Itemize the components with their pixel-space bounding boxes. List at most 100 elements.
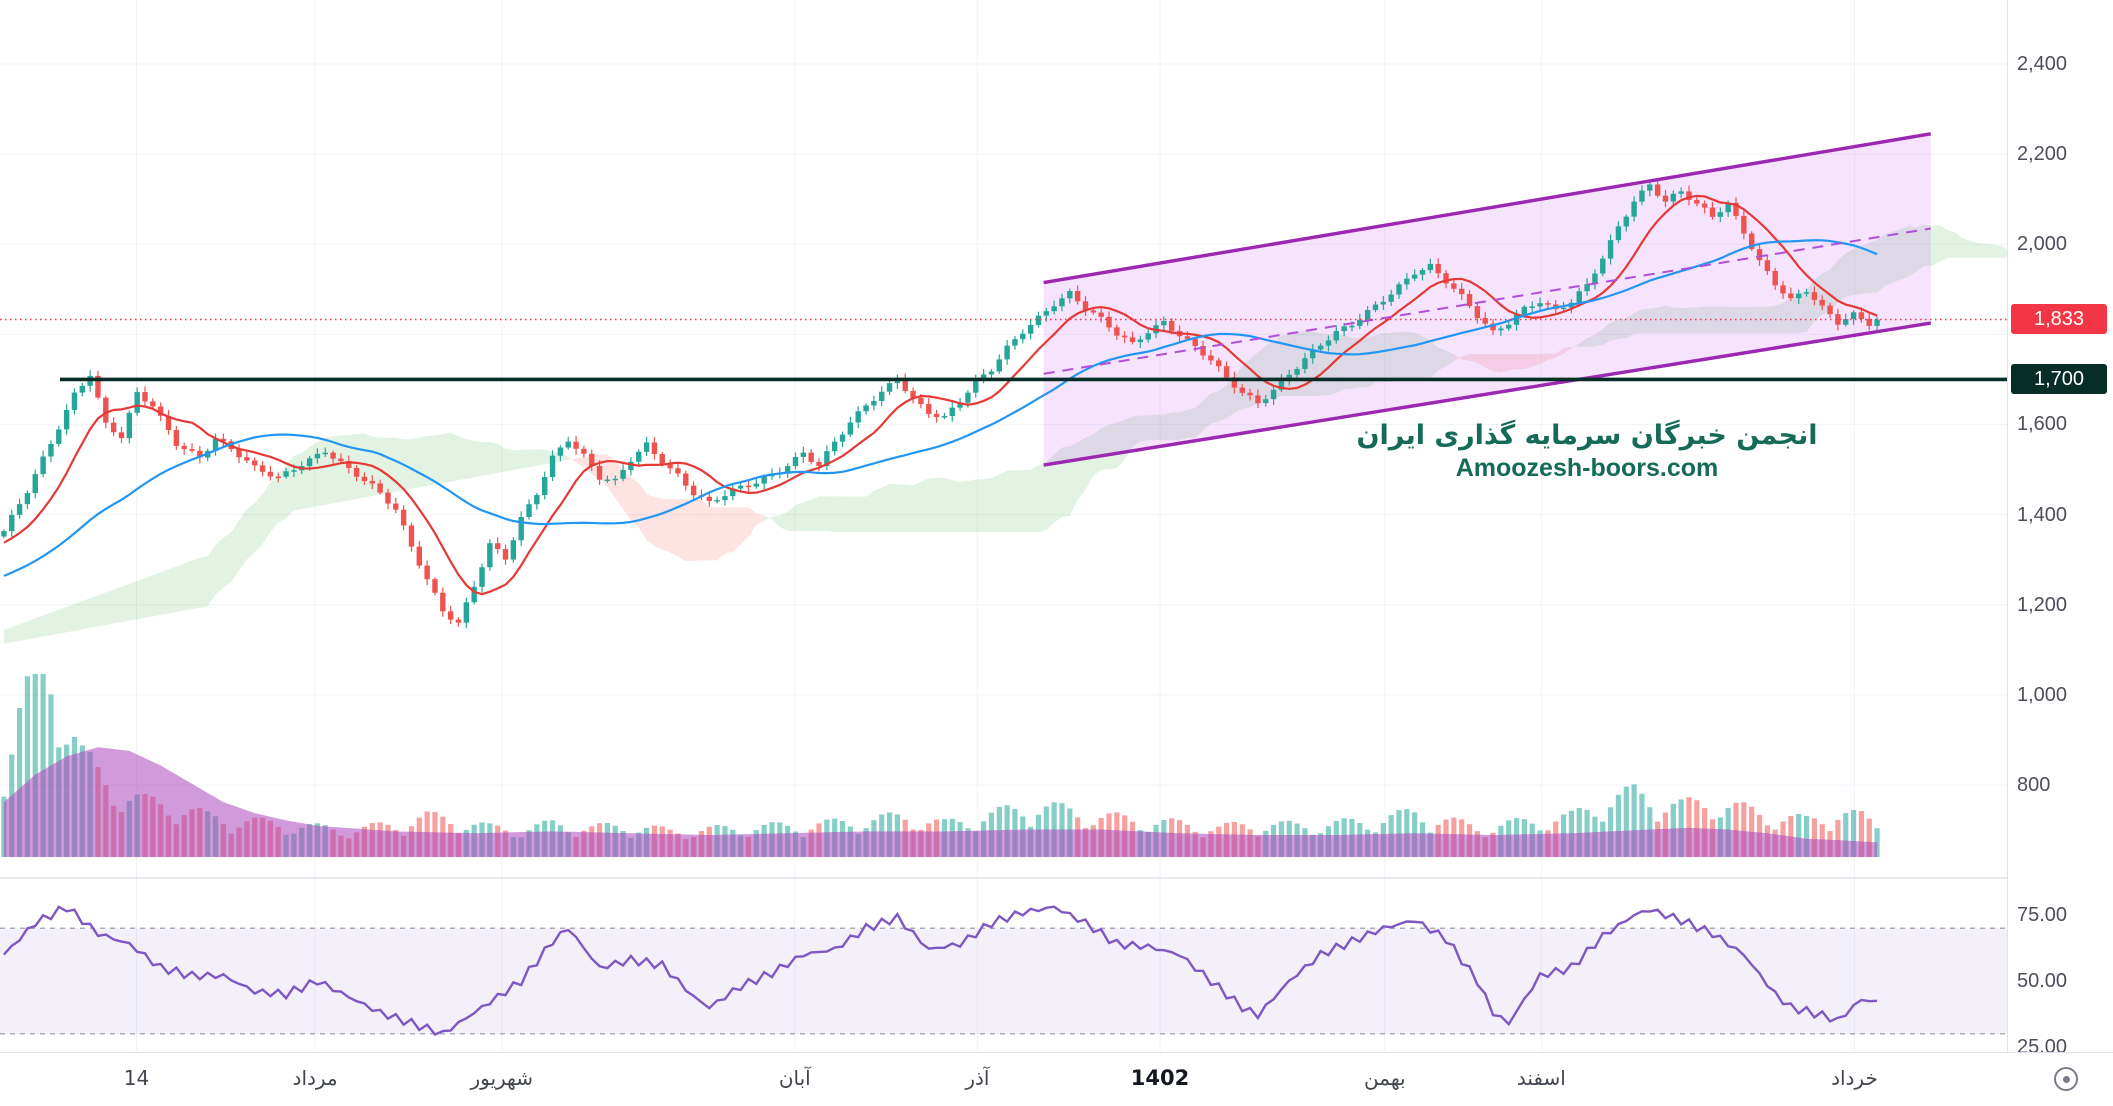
price-axis[interactable]: 1,833 1,700 2,400 2,200 2,000 1,600 1,400 1,2… [2007, 0, 2113, 1058]
ichimoku-cloud [1532, 354, 1541, 367]
candle-body [165, 415, 172, 431]
ichimoku-cloud [936, 477, 945, 533]
price-tick-label: 2,000 [2017, 233, 2068, 256]
candle-body [589, 453, 595, 467]
candle-body [831, 441, 838, 452]
channel-bottom-line [1043, 321, 1932, 467]
candle-body [1537, 303, 1543, 307]
ichimoku-cloud [881, 483, 890, 533]
ichimoku-cloud [1493, 354, 1501, 373]
ichimoku-cloud [1704, 306, 1713, 334]
candle-body [63, 409, 70, 430]
time-axis[interactable]: 14 مرداد شهریور آبان آذر 1402 بهمن اسفند خرداد [0, 1052, 2113, 1106]
candle-body [1302, 358, 1308, 370]
candle-body [283, 471, 289, 477]
ichimoku-cloud [1681, 307, 1689, 334]
candle-body [753, 483, 760, 487]
candle-body [1317, 345, 1324, 350]
candle-body [244, 457, 250, 461]
ichimoku-cloud [1626, 312, 1635, 339]
time-axis-label: بهمن [1364, 1066, 1406, 1090]
ichimoku-cloud [1061, 446, 1070, 518]
candle-body [1600, 258, 1606, 274]
ichimoku-cloud [1116, 420, 1125, 469]
candle-body [1012, 339, 1018, 346]
candle-body [1208, 355, 1214, 361]
ichimoku-cloud [1446, 350, 1454, 367]
candle-body [1435, 263, 1441, 274]
ichimoku-cloud [999, 470, 1008, 533]
ichimoku-cloud [1477, 354, 1486, 368]
volume-bar [1850, 809, 1857, 857]
candle-body [1545, 303, 1551, 305]
candle-body [157, 406, 164, 416]
ichimoku-cloud [1728, 306, 1737, 334]
ichimoku-cloud [795, 502, 804, 531]
candle-body [1803, 292, 1810, 294]
candle-body [933, 413, 940, 417]
candle-body [620, 470, 626, 479]
ichimoku-cloud [1516, 354, 1525, 370]
candle-body [1349, 325, 1355, 328]
candle-body [416, 546, 423, 566]
candle-body [471, 586, 477, 603]
candle-body [447, 611, 454, 620]
candle-body [965, 392, 971, 403]
ichimoku-cloud [764, 515, 772, 521]
ichimoku-cloud [1908, 225, 1917, 277]
ichimoku-cloud [811, 496, 820, 531]
candle-body [71, 392, 78, 410]
ichimoku-cloud [113, 586, 122, 624]
ichimoku-cloud [1665, 305, 1674, 334]
ichimoku-cloud [27, 618, 36, 640]
ichimoku-cloud [58, 606, 67, 634]
ichimoku-cloud [1798, 290, 1807, 334]
ichimoku-cloud [411, 437, 420, 489]
candle-body [502, 549, 509, 560]
volume-bar [1866, 818, 1872, 857]
candle-body [1333, 331, 1339, 341]
ichimoku-cloud [803, 499, 812, 531]
ichimoku-cloud [1030, 465, 1039, 533]
candle-body [1654, 184, 1661, 196]
volume-bar [1835, 819, 1841, 857]
ichimoku-cloud [623, 469, 631, 521]
candle-body [651, 442, 658, 454]
ichimoku-cloud [1540, 353, 1548, 364]
candle-body [526, 504, 532, 518]
ichimoku-cloud [1375, 333, 1384, 383]
candle-body [1129, 337, 1136, 343]
candle-body [581, 448, 587, 454]
ichimoku-cloud [489, 442, 498, 475]
candle-body [212, 438, 219, 451]
ichimoku-cloud [967, 479, 976, 533]
candle-body [16, 504, 23, 515]
ichimoku-cloud [192, 557, 200, 610]
candle-body [463, 602, 470, 623]
candle-body [306, 458, 313, 467]
ichimoku-cloud [991, 474, 1000, 533]
candle-body [894, 379, 901, 384]
ichimoku-cloud [1861, 242, 1870, 294]
ichimoku-cloud [1892, 229, 1901, 283]
candle-body [1388, 294, 1394, 302]
price-pane[interactable] [0, 0, 2007, 879]
ichimoku-cloud [184, 560, 193, 611]
ichimoku-cloud [701, 499, 710, 561]
candle-body [189, 449, 195, 451]
rsi-pane[interactable] [0, 879, 2007, 1052]
candle-body [1717, 212, 1724, 217]
ichimoku-cloud [1038, 462, 1047, 533]
ichimoku-cloud [254, 494, 263, 553]
ichimoku-cloud [873, 487, 882, 533]
ichimoku-cloud [1132, 415, 1141, 447]
candle-body [1521, 306, 1528, 315]
ichimoku-cloud [278, 465, 287, 523]
ichimoku-cloud [497, 443, 506, 473]
candle-body [1796, 293, 1802, 299]
candle-body [1216, 360, 1222, 367]
candle-body [542, 477, 548, 496]
candle-body [565, 441, 571, 448]
candle-body [24, 493, 31, 505]
scroll-to-realtime-icon[interactable] [2048, 1061, 2084, 1097]
